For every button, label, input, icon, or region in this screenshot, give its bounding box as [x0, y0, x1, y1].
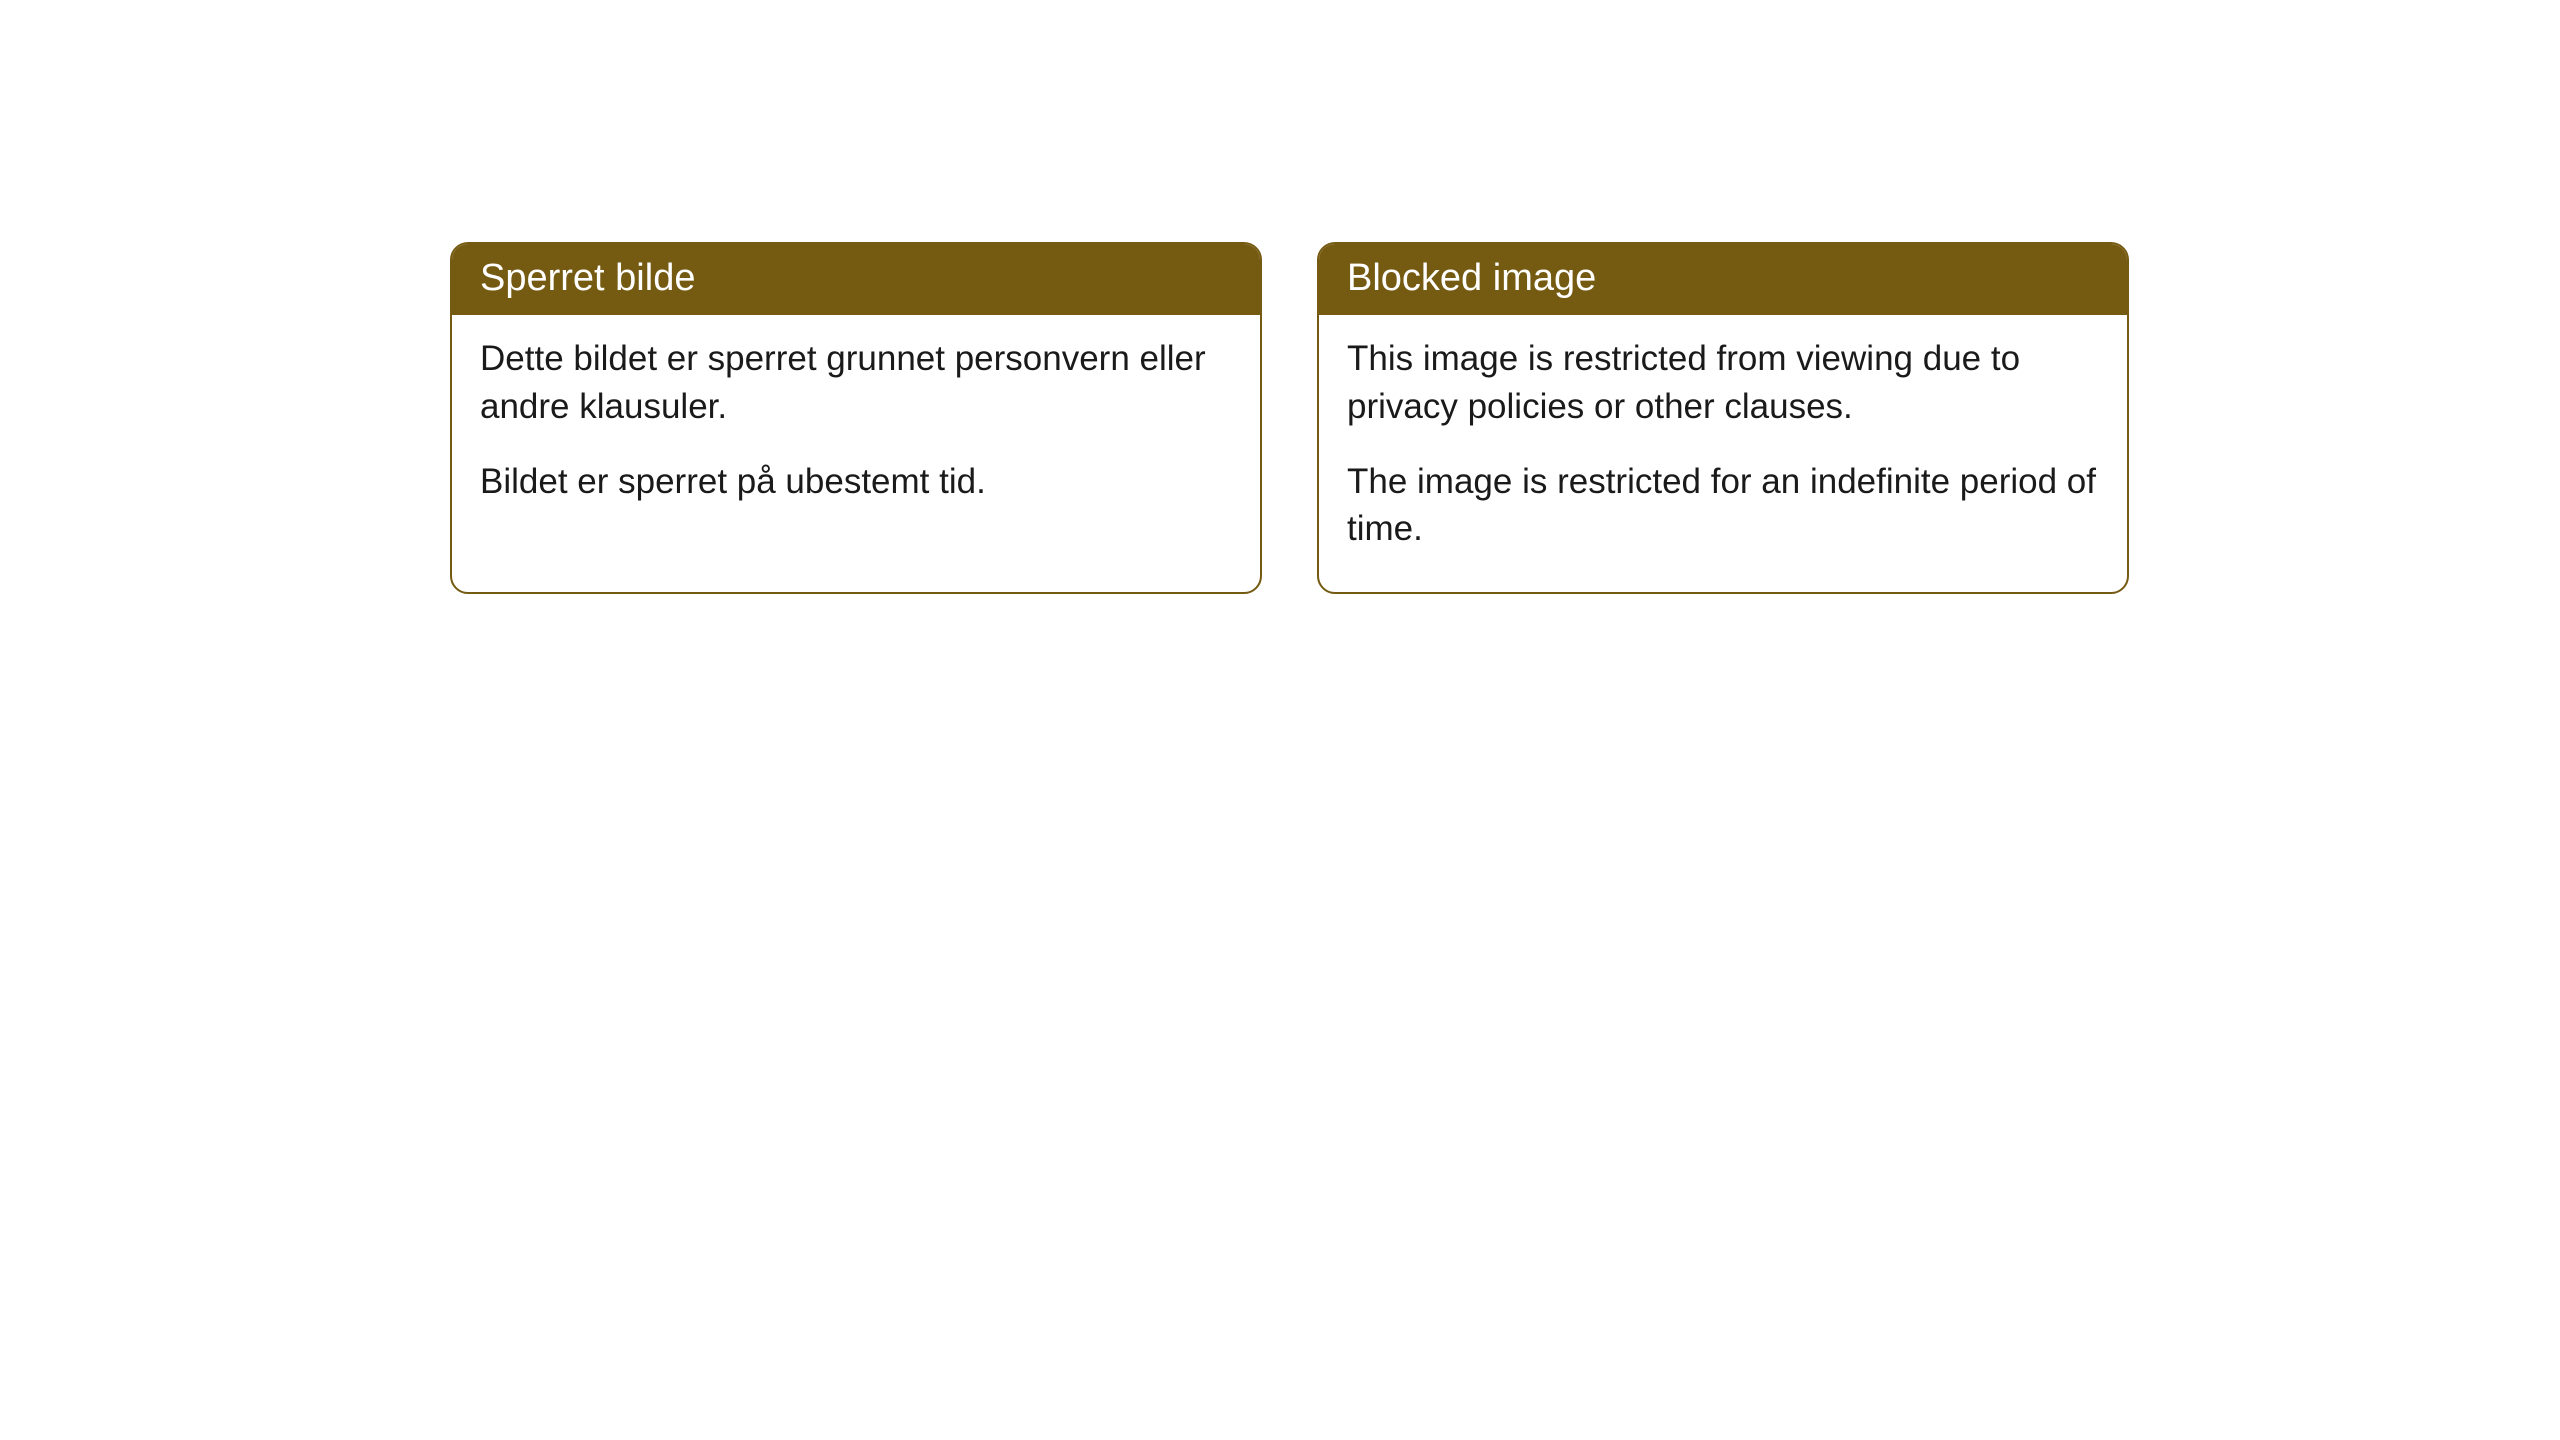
- card-header: Blocked image: [1319, 244, 2127, 315]
- notice-cards-container: Sperret bilde Dette bildet er sperret gr…: [450, 242, 2129, 594]
- card-body: Dette bildet er sperret grunnet personve…: [452, 315, 1260, 545]
- card-paragraph: The image is restricted for an indefinit…: [1347, 458, 2099, 553]
- card-header: Sperret bilde: [452, 244, 1260, 315]
- card-title: Blocked image: [1347, 257, 1596, 299]
- card-body: This image is restricted from viewing du…: [1319, 315, 2127, 592]
- card-title: Sperret bilde: [480, 257, 695, 299]
- notice-card-english: Blocked image This image is restricted f…: [1317, 242, 2129, 594]
- card-paragraph: Dette bildet er sperret grunnet personve…: [480, 335, 1232, 430]
- card-paragraph: This image is restricted from viewing du…: [1347, 335, 2099, 430]
- card-paragraph: Bildet er sperret på ubestemt tid.: [480, 458, 1232, 505]
- notice-card-norwegian: Sperret bilde Dette bildet er sperret gr…: [450, 242, 1262, 594]
